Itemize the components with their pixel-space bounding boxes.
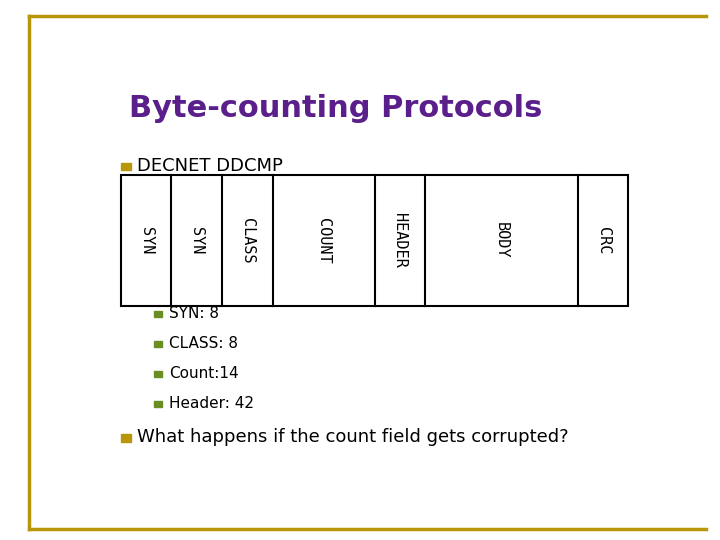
Text: Count:14: Count:14 — [168, 366, 238, 381]
Text: SYN: 8: SYN: 8 — [168, 306, 219, 321]
Text: DECNET DDCMP: DECNET DDCMP — [138, 157, 283, 175]
Bar — [154, 312, 162, 317]
Bar — [121, 435, 131, 442]
Bar — [154, 401, 162, 407]
Text: SYN: SYN — [138, 227, 153, 254]
Text: What happens if the count field gets corrupted?: What happens if the count field gets cor… — [138, 428, 569, 447]
Text: COUNT: COUNT — [316, 218, 331, 264]
Text: CRC: CRC — [595, 227, 611, 254]
Text: SYN: SYN — [189, 227, 204, 254]
Bar — [121, 163, 131, 171]
Text: BODY: BODY — [494, 222, 509, 259]
Text: CLASS: CLASS — [240, 218, 255, 264]
Text: Header: 42: Header: 42 — [168, 396, 253, 411]
Bar — [121, 175, 629, 306]
Text: HEADER: HEADER — [392, 213, 408, 268]
Bar — [154, 341, 162, 347]
Bar — [154, 371, 162, 377]
Text: CLASS: 8: CLASS: 8 — [168, 336, 238, 351]
Text: Byte-counting Protocols: Byte-counting Protocols — [129, 94, 542, 123]
